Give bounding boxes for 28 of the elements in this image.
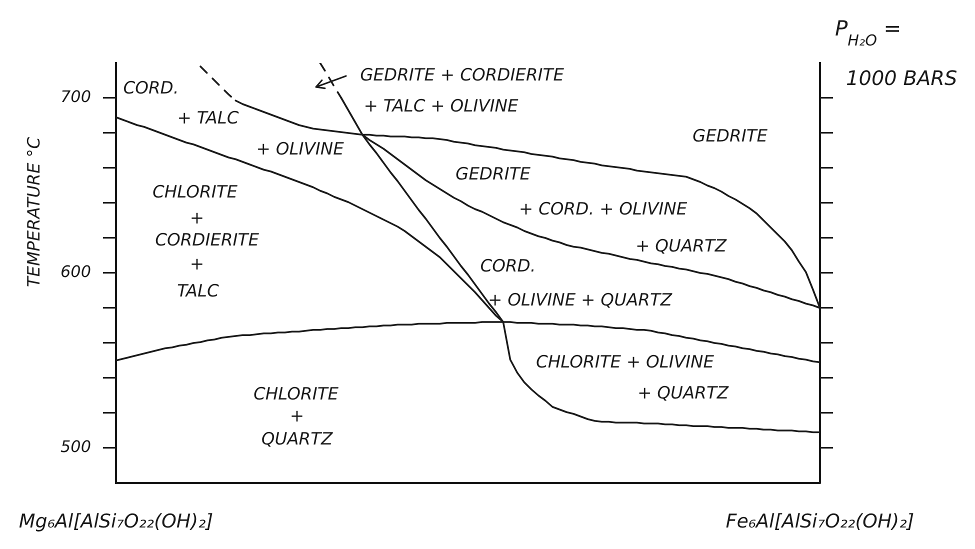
annotation: + xyxy=(190,254,204,274)
x-tick-label: Mg₆Al[AlSi₇O₂₂(OH)₂] xyxy=(18,510,214,532)
y-tick-label: 600 xyxy=(60,262,91,282)
annotation: + OLIVINE xyxy=(256,139,344,160)
y-tick-label: 500 xyxy=(60,437,91,456)
annotation: GEDRITE xyxy=(692,126,768,146)
annotation: QUARTZ xyxy=(261,429,333,450)
annotation: + xyxy=(290,406,304,426)
annotation: TALC xyxy=(177,281,220,302)
annotation: CORD. xyxy=(480,256,536,276)
annotation: GEDRITE xyxy=(456,164,531,184)
annotation: CORD. xyxy=(123,78,179,98)
annotation: + CORD. + OLIVINE xyxy=(518,199,688,220)
annotation: CHLORITE xyxy=(254,384,339,404)
annotation: CORDIERITE xyxy=(155,230,260,250)
annotation: + QUARTZ xyxy=(638,383,729,404)
text: 1000 BARS xyxy=(846,66,958,90)
annotation: + QUARTZ xyxy=(636,236,727,256)
annotation: CHLORITE + OLIVINE xyxy=(536,352,714,372)
y-tick-label: 700 xyxy=(60,87,91,106)
annotation: GEDRITE + CORDIERITE xyxy=(360,65,564,86)
annotation: CHLORITE xyxy=(152,182,238,202)
y-axis-title: TEMPERATURE °C xyxy=(24,136,44,288)
annotation: + TALC xyxy=(177,108,239,128)
annotation: + TALC + OLIVINE xyxy=(364,96,518,116)
annotation: + OLIVINE + QUARTZ xyxy=(488,290,672,310)
x-tick-label: Fe₆Al[AlSi₇O₂₂(OH)₂] xyxy=(726,510,914,532)
annotation: + xyxy=(190,208,204,228)
